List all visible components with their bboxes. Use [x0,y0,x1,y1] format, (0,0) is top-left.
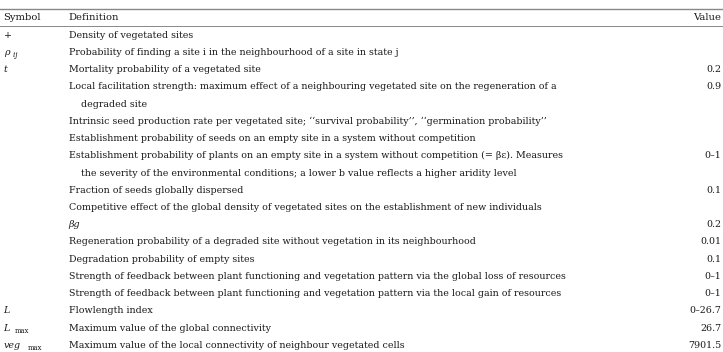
Text: Maximum value of the local connectivity of neighbour vegetated cells: Maximum value of the local connectivity … [69,341,404,350]
Text: Fraction of seeds globally dispersed: Fraction of seeds globally dispersed [69,186,243,195]
Text: Intrinsic seed production rate per vegetated site; ‘‘survival probability’’, ‘‘g: Intrinsic seed production rate per veget… [69,117,547,126]
Text: the severity of the environmental conditions; a lower b value reflects a higher : the severity of the environmental condit… [69,169,516,177]
Text: Regeneration probability of a degraded site without vegetation in its neighbourh: Regeneration probability of a degraded s… [69,238,476,246]
Text: 0–1: 0–1 [705,151,722,160]
Text: βg: βg [69,220,80,229]
Text: 0.9: 0.9 [706,82,722,91]
Text: Symbol: Symbol [4,13,41,22]
Text: Value: Value [693,13,722,22]
Text: ij: ij [13,51,17,59]
Text: Probability of finding a site i in the neighbourhood of a site in state j: Probability of finding a site i in the n… [69,48,398,57]
Text: 0–26.7: 0–26.7 [690,307,722,315]
Text: Strength of feedback between plant functioning and vegetation pattern via the lo: Strength of feedback between plant funct… [69,289,561,298]
Text: Degradation probability of empty sites: Degradation probability of empty sites [69,255,254,264]
Text: 0.2: 0.2 [706,65,722,74]
Text: 7901.5: 7901.5 [688,341,722,350]
Text: +: + [4,31,12,39]
Text: Maximum value of the global connectivity: Maximum value of the global connectivity [69,324,270,333]
Text: max: max [27,344,42,352]
Text: Density of vegetated sites: Density of vegetated sites [69,31,193,39]
Text: L: L [4,324,10,333]
Text: veg: veg [4,341,21,350]
Text: Strength of feedback between plant functioning and vegetation pattern via the gl: Strength of feedback between plant funct… [69,272,565,281]
Text: Competitive effect of the global density of vegetated sites on the establishment: Competitive effect of the global density… [69,203,542,212]
Text: max: max [15,327,30,335]
Text: ρ: ρ [4,48,9,57]
Text: Flowlength index: Flowlength index [69,307,153,315]
Text: 26.7: 26.7 [701,324,722,333]
Text: 0–1: 0–1 [705,289,722,298]
Text: t: t [4,65,7,74]
Text: 0.1: 0.1 [706,186,722,195]
Text: Definition: Definition [69,13,119,22]
Text: 0.1: 0.1 [706,255,722,264]
Text: degraded site: degraded site [69,100,147,108]
Text: 0–1: 0–1 [705,272,722,281]
Text: Local facilitation strength: maximum effect of a neighbouring vegetated site on : Local facilitation strength: maximum eff… [69,82,556,91]
Text: Establishment probability of plants on an empty site in a system without competi: Establishment probability of plants on a… [69,151,562,160]
Text: Mortality probability of a vegetated site: Mortality probability of a vegetated sit… [69,65,260,74]
Text: L: L [4,307,10,315]
Text: 0.01: 0.01 [701,238,722,246]
Text: 0.2: 0.2 [706,220,722,229]
Text: Establishment probability of seeds on an empty site in a system without competit: Establishment probability of seeds on an… [69,134,475,143]
